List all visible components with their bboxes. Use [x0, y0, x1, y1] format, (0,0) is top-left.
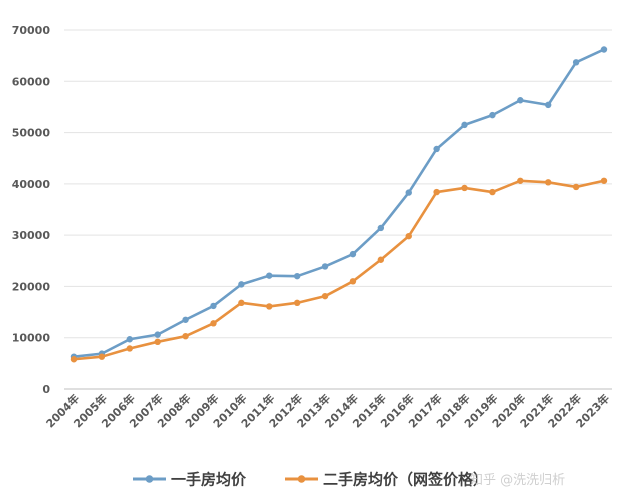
- legend-swatch-marker: [297, 475, 306, 483]
- data-point: [461, 184, 468, 192]
- data-point: [126, 336, 133, 343]
- y-tick-label: 60000: [12, 75, 51, 88]
- y-tick-label: 10000: [12, 332, 51, 345]
- y-tick-label: 20000: [12, 280, 51, 293]
- data-point: [154, 338, 161, 346]
- data-point: [210, 302, 217, 310]
- data-point: [489, 111, 496, 119]
- legend-entry-1: 二手房均价（网签价格）: [285, 471, 488, 489]
- data-point: [405, 232, 412, 240]
- data-point: [293, 272, 301, 280]
- legend-swatch-marker: [145, 475, 154, 483]
- series-line: [73, 179, 605, 361]
- data-point: [545, 101, 552, 109]
- data-point: [517, 97, 524, 104]
- data-point: [600, 177, 608, 184]
- data-point: [489, 188, 496, 196]
- series-1: [70, 177, 608, 363]
- data-point: [70, 356, 78, 363]
- data-point: [238, 281, 245, 288]
- data-point: [349, 250, 357, 258]
- data-point: [433, 188, 440, 196]
- data-point: [321, 292, 329, 300]
- data-point: [266, 303, 273, 310]
- data-point: [126, 345, 133, 352]
- y-tick-label: 0: [42, 383, 50, 396]
- series-layer: [70, 46, 608, 363]
- y-axis: 0 10000 20000 30000 40000 50000 60000 70000: [12, 24, 51, 396]
- y-tick-label: 50000: [12, 127, 51, 140]
- data-point: [182, 316, 189, 323]
- legend: 一手房均价 二手房均价（网签价格）: [133, 471, 488, 489]
- data-point: [98, 353, 106, 360]
- y-tick-label: 70000: [12, 24, 51, 37]
- data-point: [182, 332, 189, 340]
- data-point: [266, 272, 273, 279]
- data-point: [293, 299, 301, 307]
- watermark-text: 知乎 @洗洗归析: [470, 472, 565, 488]
- data-point: [517, 177, 524, 184]
- data-point: [461, 121, 468, 129]
- series-0: [70, 46, 608, 360]
- data-point: [238, 299, 245, 307]
- data-point: [433, 145, 440, 153]
- y-tick-label: 40000: [12, 178, 51, 191]
- data-point: [572, 183, 580, 191]
- x-axis: 2004年2005年2006年2007年2008年2009年2010年2011年…: [43, 391, 612, 430]
- data-point: [210, 320, 217, 327]
- data-point: [405, 189, 412, 196]
- gridlines: [64, 29, 612, 390]
- y-tick-label: 30000: [12, 229, 51, 242]
- data-point: [600, 46, 608, 53]
- data-point: [154, 331, 161, 338]
- legend-label: 二手房均价（网签价格）: [323, 471, 488, 489]
- legend-entry-0: 一手房均价: [133, 471, 247, 489]
- data-point: [545, 179, 552, 186]
- data-point: [572, 59, 580, 66]
- data-point: [377, 256, 385, 263]
- data-point: [321, 263, 329, 270]
- data-point: [377, 224, 385, 232]
- data-point: [349, 278, 357, 285]
- series-line: [73, 48, 605, 358]
- legend-label: 一手房均价: [171, 471, 247, 489]
